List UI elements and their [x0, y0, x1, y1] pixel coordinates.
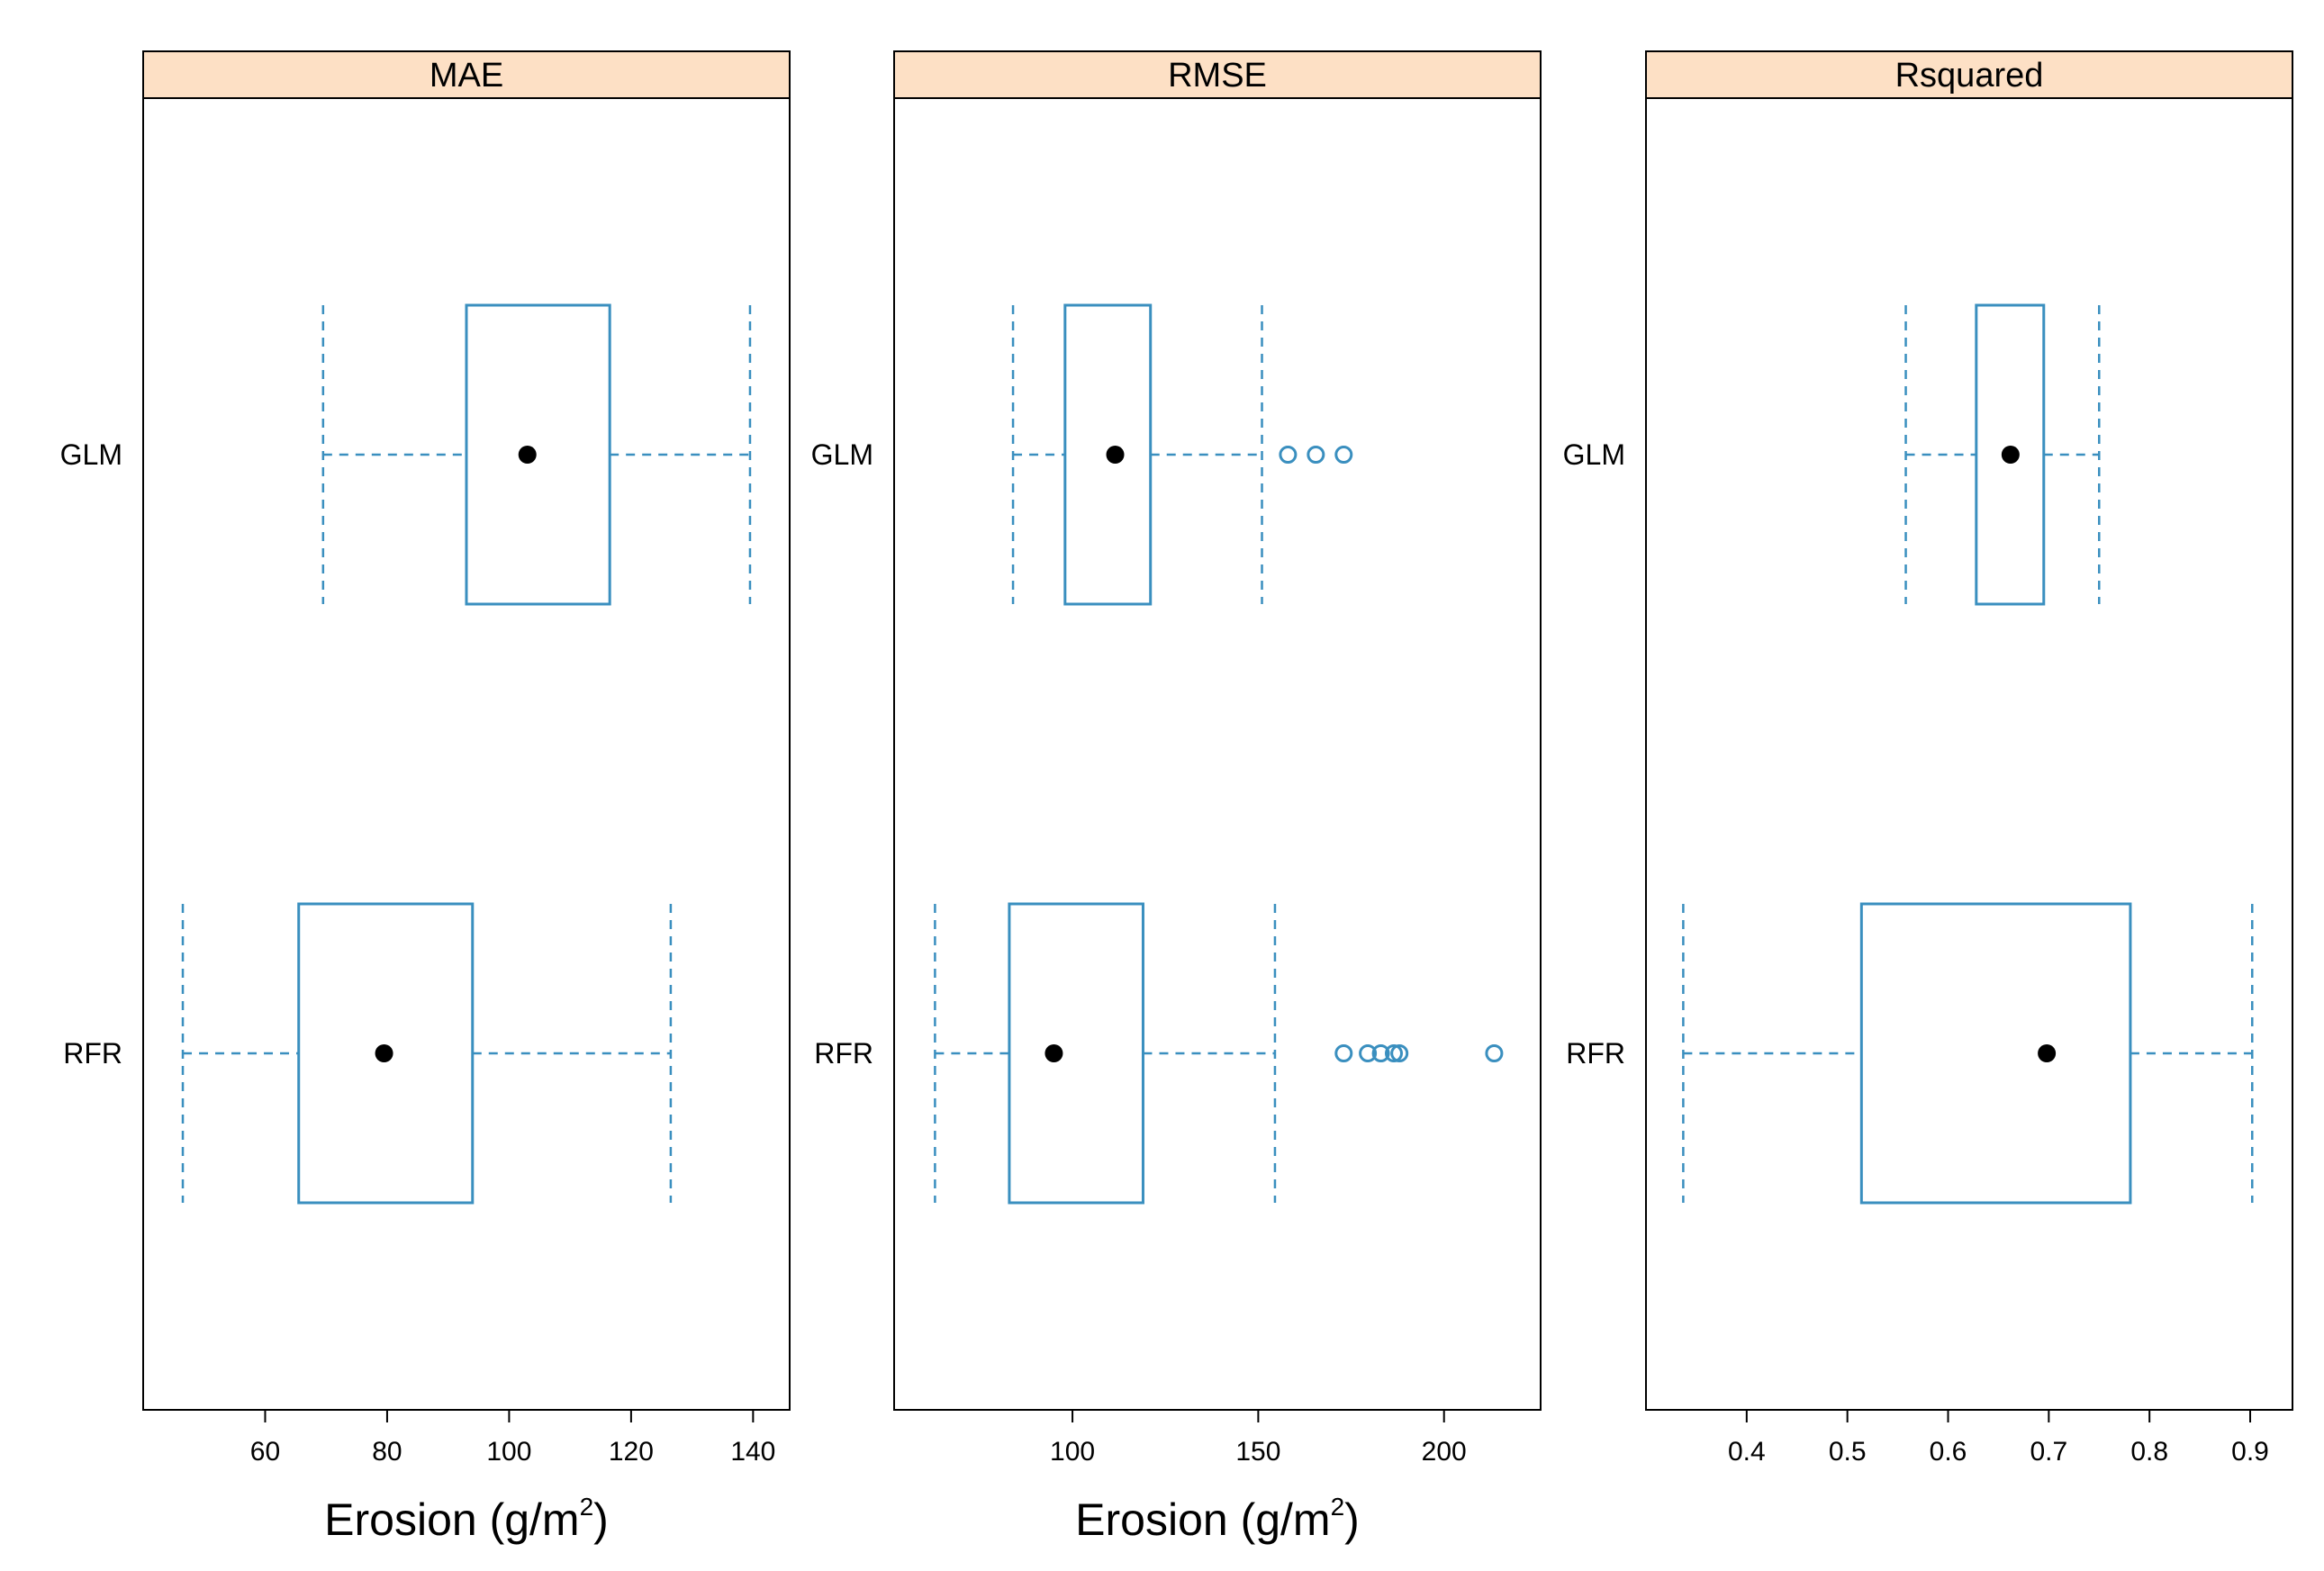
category-label: RFR	[814, 1037, 873, 1070]
iqr-box	[465, 303, 611, 606]
outlier-point	[1390, 1044, 1409, 1062]
iqr-box	[1975, 303, 2046, 606]
panel-title: MAE	[430, 57, 503, 95]
median-dot	[1044, 1044, 1063, 1062]
x-tick-label: 200	[1422, 1437, 1467, 1467]
box-glm	[1011, 303, 1353, 606]
panel-frame	[893, 97, 1542, 1411]
x-axis-label-sup: 2	[580, 1493, 594, 1521]
x-axis-label-sup: 2	[1331, 1493, 1345, 1521]
panel-strip	[142, 50, 791, 99]
outlier-point	[1307, 446, 1325, 464]
panel-rmse: RMSE GLM RFR 100 150 200 Erosion (g/m2)	[811, 50, 1542, 1545]
x-tick-label: 0.7	[2030, 1437, 2067, 1467]
x-tick-label: 0.8	[2130, 1437, 2168, 1467]
category-label: RFR	[1566, 1037, 1625, 1070]
outlier-point	[1385, 1044, 1404, 1062]
category-label: GLM	[811, 438, 873, 471]
x-tick-label: 140	[730, 1437, 775, 1467]
iqr-box	[1008, 902, 1144, 1205]
median-dot	[1106, 446, 1125, 464]
x-axis-label: Erosion (g/m2)	[324, 1493, 609, 1545]
median-dot	[2038, 1044, 2057, 1062]
x-tick-label: 0.5	[1829, 1437, 1867, 1467]
box-glm	[1904, 303, 2101, 606]
iqr-box	[1859, 902, 2132, 1205]
x-tick-label: 150	[1235, 1437, 1280, 1467]
x-tick-label: 60	[250, 1437, 280, 1467]
outlier-point	[1359, 1044, 1378, 1062]
x-tick-label: 0.9	[2231, 1437, 2269, 1467]
x-axis-label-main: Erosion (g/m	[1075, 1494, 1330, 1545]
category-label: RFR	[63, 1037, 122, 1070]
outlier-point	[1279, 446, 1298, 464]
panel-title: Rsquared	[1895, 57, 2044, 95]
median-dot	[2001, 446, 2020, 464]
box-rfr	[934, 902, 1504, 1205]
panel-title: RMSE	[1168, 57, 1267, 95]
x-tick-label: 100	[486, 1437, 531, 1467]
x-tick-label: 120	[609, 1437, 654, 1467]
x-tick-label: 80	[372, 1437, 402, 1467]
outlier-point	[1334, 446, 1353, 464]
category-label: GLM	[60, 438, 122, 471]
outlier-point	[1371, 1044, 1390, 1062]
x-tick-label: 0.4	[1728, 1437, 1766, 1467]
category-label: GLM	[1563, 438, 1625, 471]
x-tick-label: 0.6	[1930, 1437, 1967, 1467]
box-rfr	[1682, 902, 2254, 1205]
x-axis-label: Erosion (g/m2)	[1075, 1493, 1360, 1545]
median-dot	[375, 1044, 393, 1062]
x-axis-label-end: )	[593, 1494, 609, 1545]
iqr-box	[297, 902, 475, 1205]
panel-strip	[893, 50, 1542, 99]
x-axis-label-end: )	[1344, 1494, 1360, 1545]
panel-strip	[1645, 50, 2293, 99]
x-tick-label: 100	[1050, 1437, 1095, 1467]
panel-frame	[142, 97, 791, 1411]
outlier-point	[1334, 1044, 1353, 1062]
panel-frame	[1645, 97, 2293, 1411]
outlier-point	[1485, 1044, 1504, 1062]
box-rfr	[181, 902, 673, 1205]
panel-mae: MAE GLM RFR 60 80 100 120 140 Erosion (g/m2)	[60, 50, 791, 1545]
x-axis-label-main: Erosion (g/m	[324, 1494, 579, 1545]
box-glm	[321, 303, 752, 606]
panel-rsquared: Rsquared GLM RFR 0.4 0.5 0.6 0.7 0.8 0.9	[1563, 50, 2293, 1467]
iqr-box	[1063, 303, 1153, 606]
median-dot	[518, 446, 537, 464]
